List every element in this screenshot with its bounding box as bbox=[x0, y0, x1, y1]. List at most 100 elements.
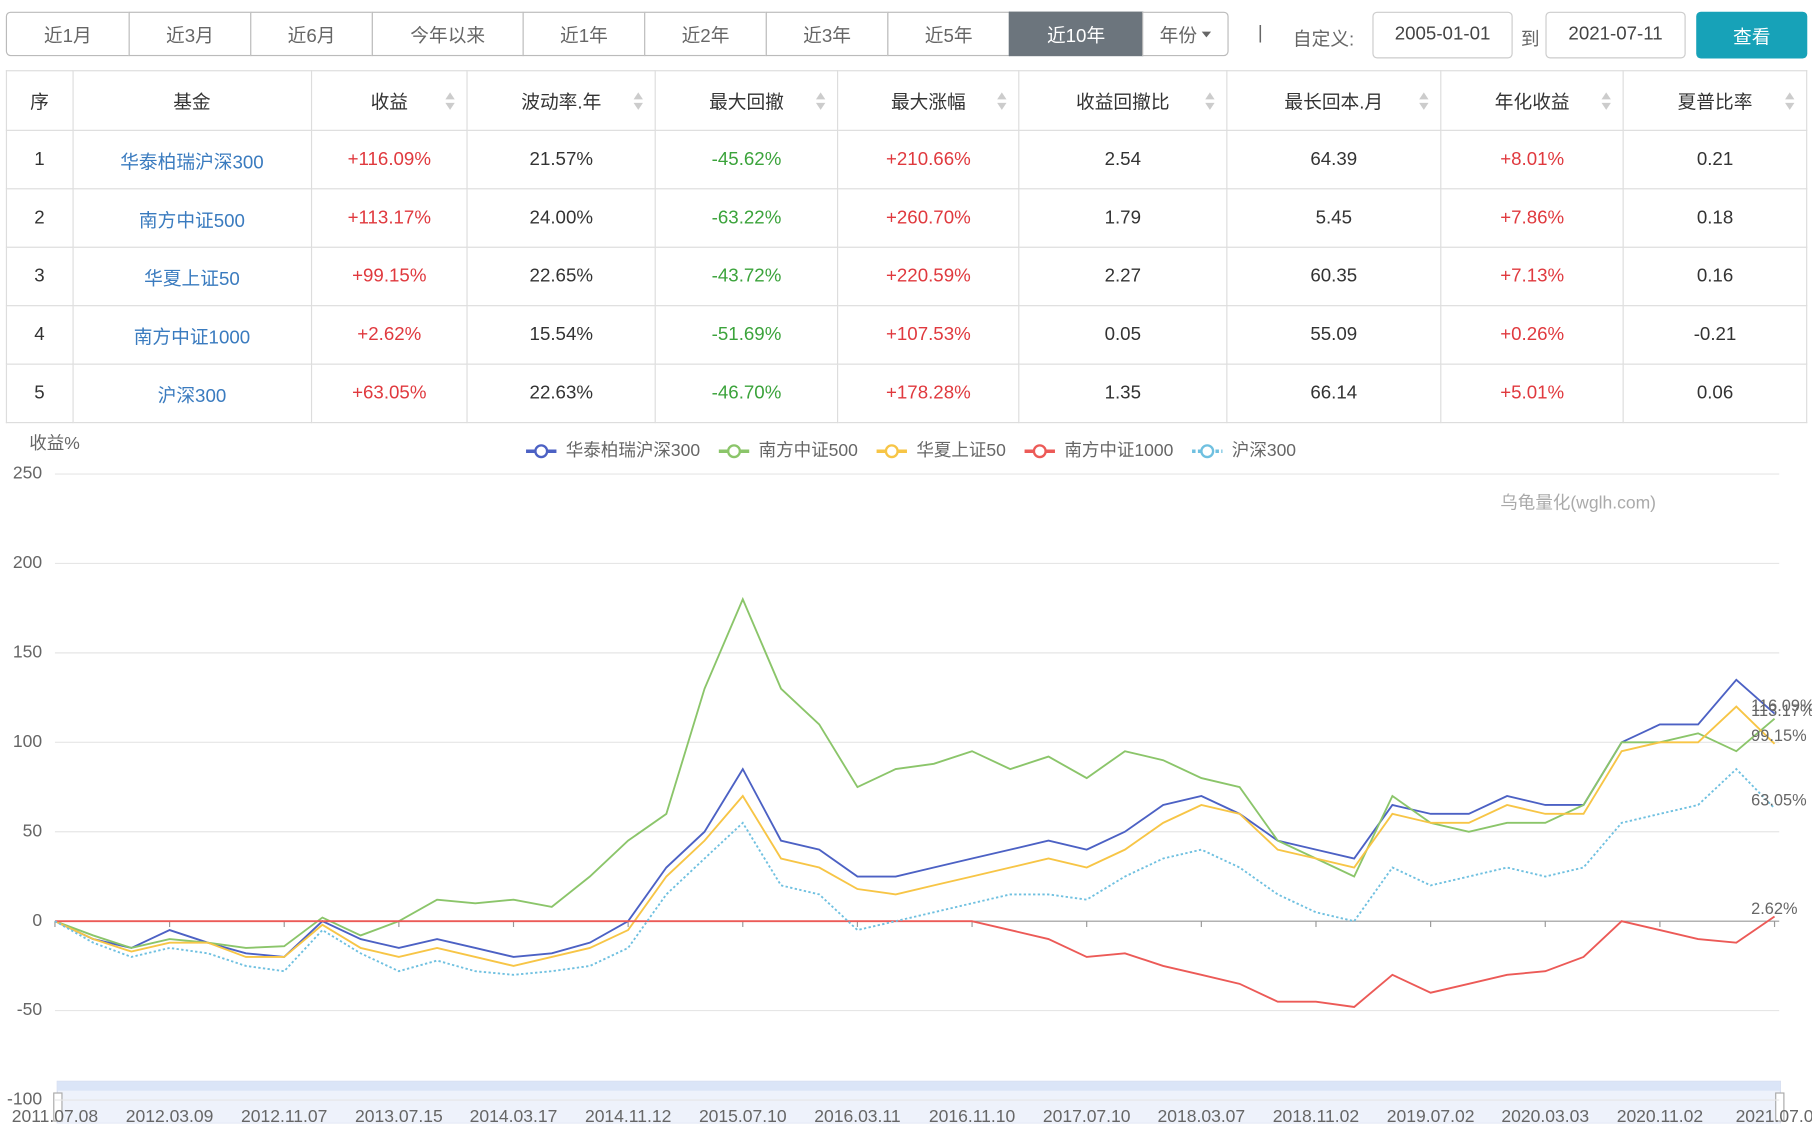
table-cell: 0.16 bbox=[1622, 246, 1808, 307]
sort-icon[interactable] bbox=[997, 92, 1007, 110]
series-line bbox=[54, 767, 1776, 976]
table-cell: 1.35 bbox=[1018, 363, 1228, 424]
x-tick-label: 2012.03.09 bbox=[126, 1106, 214, 1123]
fund-link[interactable]: 南方中证1000 bbox=[71, 305, 312, 365]
table-cell: 3 bbox=[5, 246, 74, 307]
column-header[interactable]: 最大涨幅 bbox=[837, 70, 1020, 131]
legend-entry[interactable]: 华夏上证50 bbox=[916, 440, 1006, 460]
table-cell: -63.22% bbox=[654, 188, 839, 248]
column-header[interactable]: 收益回撤比 bbox=[1018, 70, 1228, 131]
y-tick-label: -50 bbox=[17, 999, 43, 1019]
column-header[interactable]: 年化收益 bbox=[1440, 70, 1624, 131]
x-tick-label: 2017.07.10 bbox=[1043, 1106, 1131, 1123]
column-header[interactable]: 波动率.年 bbox=[466, 70, 656, 131]
series-line bbox=[54, 596, 1776, 949]
legend-icon[interactable] bbox=[727, 444, 742, 459]
legend-entry[interactable]: 华泰柏瑞沪深300 bbox=[566, 440, 701, 460]
fund-link[interactable]: 华夏上证50 bbox=[71, 246, 312, 307]
y-axis-title: 收益% bbox=[29, 433, 80, 453]
sort-icon[interactable] bbox=[445, 92, 455, 110]
x-tick-label: 2011.07.08 bbox=[12, 1106, 98, 1123]
start-date-input[interactable]: 2005-01-01 bbox=[1372, 11, 1513, 59]
table-cell: 64.39 bbox=[1225, 129, 1442, 190]
table-cell: -0.21 bbox=[1622, 305, 1808, 365]
slider-handle[interactable] bbox=[1775, 1092, 1785, 1122]
slider-handle[interactable] bbox=[53, 1092, 63, 1122]
year-select[interactable]: 年份 bbox=[1142, 11, 1229, 57]
table-cell: +99.15% bbox=[310, 246, 468, 307]
sort-icon[interactable] bbox=[1785, 92, 1795, 110]
table-cell: +7.13% bbox=[1440, 246, 1624, 307]
end-label: 63.05% bbox=[1751, 792, 1807, 810]
period-button[interactable]: 近1月 bbox=[5, 11, 130, 57]
legend-icon[interactable] bbox=[1032, 444, 1047, 459]
sort-icon[interactable] bbox=[816, 92, 826, 110]
column-header[interactable]: 夏普比率 bbox=[1622, 70, 1808, 131]
table-row: 2 南方中证500 +113.17% 24.00% -63.22% +260.70% 1.7… bbox=[5, 188, 1808, 248]
legend-icon[interactable] bbox=[884, 444, 899, 459]
x-tick-label: 2016.11.10 bbox=[929, 1106, 1016, 1123]
column-header[interactable]: 最大回撤 bbox=[654, 70, 839, 131]
fund-link[interactable]: 南方中证500 bbox=[71, 188, 312, 248]
submit-button[interactable]: 查看 bbox=[1696, 11, 1808, 59]
sort-icon[interactable] bbox=[633, 92, 644, 110]
y-tick-label: 250 bbox=[13, 463, 42, 483]
legend-entry[interactable]: 南方中证500 bbox=[759, 440, 859, 460]
period-button[interactable]: 近2年 bbox=[644, 11, 767, 57]
period-button[interactable]: 近3月 bbox=[128, 11, 252, 57]
column-header[interactable]: 最长回本.月 bbox=[1225, 70, 1442, 131]
sort-icon[interactable] bbox=[1419, 92, 1429, 110]
sort-icon[interactable] bbox=[1204, 92, 1215, 110]
period-button[interactable]: 近6月 bbox=[250, 11, 373, 57]
table-cell: 5.45 bbox=[1225, 188, 1442, 248]
fund-link[interactable]: 华泰柏瑞沪深300 bbox=[71, 129, 312, 190]
column-header[interactable]: 收益 bbox=[310, 70, 468, 131]
table-cell: 2.54 bbox=[1018, 129, 1228, 190]
table-cell: 0.18 bbox=[1622, 188, 1808, 248]
table-cell: 0.05 bbox=[1018, 305, 1228, 365]
chart: 收益% 乌龟量化(wglh.com) -100 -50 0 50 100 150 200 25… bbox=[7, 433, 1812, 1124]
column-header: 序 bbox=[5, 70, 74, 131]
table-cell: 22.63% bbox=[466, 363, 656, 424]
period-button[interactable]: 近5年 bbox=[887, 11, 1011, 57]
table-cell: 1.79 bbox=[1018, 188, 1228, 248]
legend-entry[interactable]: 南方中证1000 bbox=[1064, 440, 1173, 460]
table-cell: +178.28% bbox=[837, 363, 1020, 424]
fund-link[interactable]: 沪深300 bbox=[71, 363, 312, 424]
table-row: 3 华夏上证50 +99.15% 22.65% -43.72% +220.59% 2.27 6… bbox=[5, 246, 1808, 307]
table-cell: -46.70% bbox=[654, 363, 839, 424]
table-row: 4 南方中证1000 +2.62% 15.54% -51.69% +107.53% 0.05… bbox=[5, 305, 1808, 365]
header-text: 序 bbox=[30, 93, 49, 114]
table-cell: 60.35 bbox=[1225, 246, 1442, 307]
table-cell: +63.05% bbox=[310, 363, 468, 424]
header-text: 最长回本.月 bbox=[1284, 93, 1384, 114]
x-tick-label: 2019.07.02 bbox=[1387, 1106, 1475, 1123]
x-tick-label: 2020.11.02 bbox=[1617, 1106, 1703, 1123]
end-label: 116.09% bbox=[1751, 697, 1812, 715]
header-text: 最大涨幅 bbox=[890, 93, 966, 114]
y-tick-label: 0 bbox=[32, 910, 42, 930]
end-date-input[interactable]: 2021-07-11 bbox=[1545, 11, 1686, 59]
header-text: 收益 bbox=[370, 93, 408, 114]
table-cell: 4 bbox=[5, 305, 74, 365]
series-line bbox=[54, 678, 1776, 958]
table-row: 1 华泰柏瑞沪深300 +116.09% 21.57% -45.62% +210.66% 2… bbox=[5, 129, 1808, 190]
legend-entry[interactable]: 沪深300 bbox=[1232, 440, 1297, 460]
zoom-slider-bar[interactable] bbox=[57, 1081, 1781, 1091]
header-text: 波动率.年 bbox=[521, 93, 602, 114]
legend-icon[interactable] bbox=[534, 444, 549, 459]
table-cell: 15.54% bbox=[466, 305, 656, 365]
period-button[interactable]: 近1年 bbox=[522, 11, 646, 57]
header-text: 夏普比率 bbox=[1677, 93, 1753, 114]
period-button[interactable]: 近3年 bbox=[765, 11, 889, 57]
period-button[interactable]: 近10年 bbox=[1008, 11, 1144, 57]
sort-icon[interactable] bbox=[1601, 92, 1612, 110]
separator: | bbox=[1257, 23, 1263, 44]
legend-icon[interactable] bbox=[1200, 444, 1215, 459]
x-tick-label: 2014.11.12 bbox=[585, 1106, 671, 1123]
table-cell: +116.09% bbox=[310, 129, 468, 190]
y-tick-label: -100 bbox=[7, 1089, 42, 1109]
period-button[interactable]: 今年以来 bbox=[371, 11, 524, 57]
y-tick-label: 150 bbox=[13, 642, 42, 662]
table-cell: +8.01% bbox=[1440, 129, 1624, 190]
